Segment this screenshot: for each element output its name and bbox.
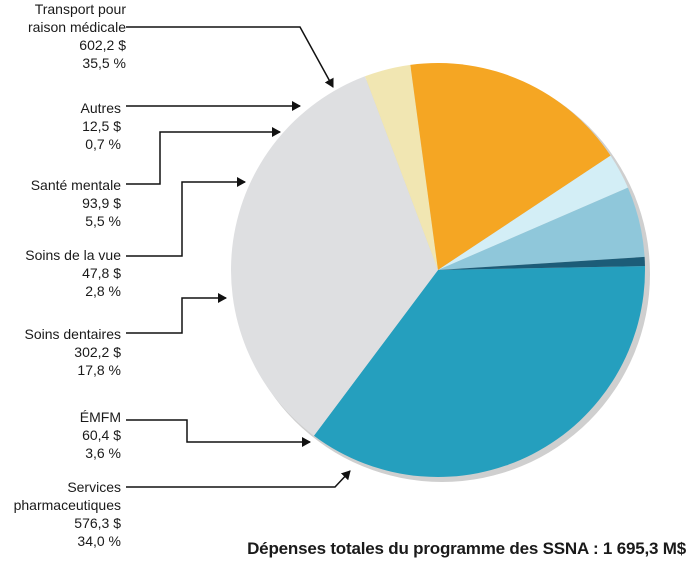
pie-slice-0 <box>313 266 645 477</box>
label-dentaires-amount: 302,2 $ <box>74 344 121 360</box>
pie-slice-1 <box>231 76 438 436</box>
pie-slice-2 <box>365 64 438 270</box>
label-sante-percent: 5,5 % <box>85 213 121 229</box>
connector-emfm <box>126 419 311 447</box>
label-transport-percent: 35,5 % <box>82 55 126 71</box>
label-services-pharma: Services pharmaceutiques 576,3 $ 34,0 % <box>0 478 121 550</box>
label-pharma-amount: 576,3 $ <box>74 515 121 531</box>
label-autres: Autres 12,5 $ 0,7 % <box>0 99 121 153</box>
label-emfm-line1: ÉMFM <box>79 409 121 425</box>
label-sante-mentale: Santé mentale 93,9 $ 5,5 % <box>0 176 121 230</box>
pie-slice-6 <box>438 256 645 270</box>
label-autres-amount: 12,5 $ <box>82 118 121 134</box>
label-vue-amount: 47,8 $ <box>82 265 121 281</box>
label-vue-percent: 2,8 % <box>85 283 121 299</box>
connector-transport <box>126 26 334 88</box>
label-emfm-amount: 60,4 $ <box>82 427 121 443</box>
label-dentaires-percent: 17,8 % <box>77 362 121 378</box>
connector-pharma <box>126 470 351 488</box>
label-vue-line1: Soins de la vue <box>25 247 121 263</box>
label-soins-vue: Soins de la vue 47,8 $ 2,8 % <box>0 246 121 300</box>
label-sante-line1: Santé mentale <box>30 177 121 193</box>
pie-slice-3 <box>410 63 611 271</box>
label-transport-line1: Transport pour <box>34 1 126 17</box>
label-soins-dentaires: Soins dentaires 302,2 $ 17,8 % <box>0 325 121 379</box>
label-transport-amount: 602,2 $ <box>79 37 126 53</box>
label-emfm-percent: 3,6 % <box>85 445 121 461</box>
label-pharma-percent: 34,0 % <box>77 533 121 549</box>
connector-vue <box>126 177 246 257</box>
label-sante-amount: 93,9 $ <box>82 195 121 211</box>
label-autres-percent: 0,7 % <box>85 136 121 152</box>
connector-sante <box>126 127 281 185</box>
connector-dentaires <box>126 293 227 334</box>
label-pharma-line1: Services <box>67 479 121 495</box>
label-autres-line1: Autres <box>80 100 121 116</box>
pie-slice-5 <box>438 187 645 270</box>
pie-slice-4 <box>438 155 628 270</box>
label-transport: Transport pour raison médicale 602,2 $ 3… <box>2 0 126 72</box>
total-expenditure: Dépenses totales du programme des SSNA :… <box>247 539 686 558</box>
label-transport-line2: raison médicale <box>27 19 126 35</box>
label-dentaires-line1: Soins dentaires <box>24 326 121 342</box>
label-emfm: ÉMFM 60,4 $ 3,6 % <box>0 408 121 462</box>
label-pharma-line2: pharmaceutiques <box>13 497 121 513</box>
